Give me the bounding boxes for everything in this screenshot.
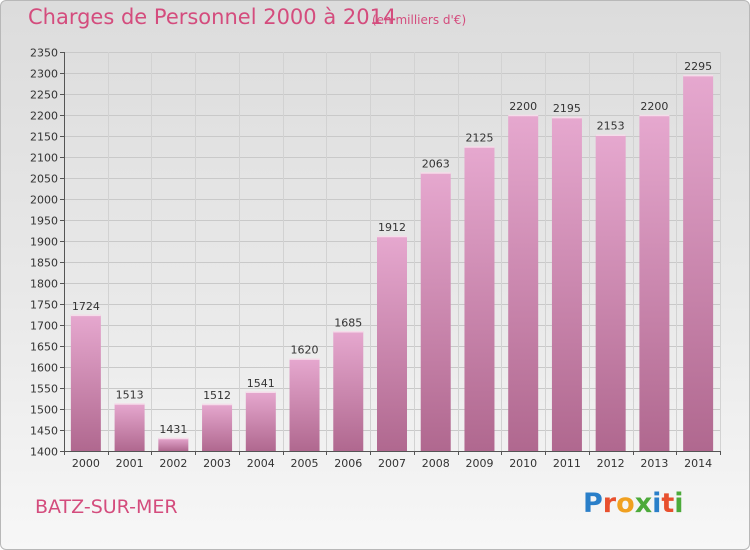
- x-tick-label: 2012: [597, 457, 625, 470]
- x-tick-label: 2006: [334, 457, 362, 470]
- y-tick-label: 1850: [30, 257, 58, 270]
- bar-value-label: 2195: [553, 102, 581, 115]
- x-tick-label: 2009: [465, 457, 493, 470]
- x-tick-label: 2001: [116, 457, 144, 470]
- y-tick-label: 2150: [30, 131, 58, 144]
- x-tick-label: 2000: [72, 457, 100, 470]
- y-tick-label: 1800: [30, 278, 58, 291]
- logo-letter: o: [616, 488, 635, 519]
- x-tick-label: 2003: [203, 457, 231, 470]
- bar: [245, 391, 276, 451]
- y-tick-label: 2300: [30, 68, 58, 81]
- bar-value-label: 1431: [159, 423, 187, 436]
- bar: [464, 146, 495, 451]
- bar: [158, 437, 189, 451]
- y-tick-label: 1450: [30, 425, 58, 438]
- y-tick-label: 1750: [30, 299, 58, 312]
- bar-value-label: 2200: [640, 100, 668, 113]
- x-tick-label: 2013: [640, 457, 668, 470]
- y-tick-label: 2250: [30, 89, 58, 102]
- bar: [377, 235, 407, 451]
- y-tick-label: 1900: [30, 236, 58, 249]
- y-tick-label: 1650: [30, 341, 58, 354]
- bar: [595, 134, 626, 452]
- x-tick-label: 2005: [291, 457, 319, 470]
- bar-value-label: 2200: [509, 100, 537, 113]
- bar: [420, 172, 451, 452]
- bar-value-label: 1685: [334, 316, 362, 329]
- labels: 1400 1450 1500 1550 1600 1650 1700 1750 1800 1850…: [30, 47, 712, 471]
- x-tick-label: 2004: [247, 457, 275, 470]
- bar-value-label: 2125: [465, 132, 493, 145]
- bar: [202, 403, 233, 451]
- city-name: BATZ-SUR-MER: [35, 496, 178, 518]
- y-tick-label: 2100: [30, 152, 58, 165]
- y-tick-label: 1700: [30, 320, 58, 333]
- y-tick-label: 1950: [30, 215, 58, 228]
- y-tick-label: 2350: [30, 47, 58, 60]
- bar: [508, 115, 539, 451]
- y-tick-label: 1500: [30, 404, 58, 417]
- bar-value-label: 1513: [116, 389, 144, 402]
- logo-letter: t: [661, 488, 675, 519]
- chart-title: Charges de Personnel 2000 à 2014: [28, 5, 397, 29]
- bar-value-label: 2063: [422, 158, 450, 171]
- bar-value-label: 1620: [291, 344, 319, 357]
- y-tick-label: 1400: [30, 446, 58, 459]
- bar: [289, 358, 320, 451]
- x-tick-label: 2002: [159, 457, 187, 470]
- bar-value-label: 1912: [378, 221, 406, 234]
- x-tick-label: 2014: [684, 457, 712, 470]
- x-tick-label: 2008: [422, 457, 450, 470]
- y-tick-label: 1550: [30, 383, 58, 396]
- proxiti-logo: Proxiti: [583, 488, 684, 519]
- y-tick-label: 1600: [30, 362, 58, 375]
- bars: [70, 74, 714, 452]
- x-tick-label: 2011: [553, 457, 581, 470]
- bar: [114, 403, 145, 451]
- bar: [70, 314, 101, 451]
- x-tick-label: 2010: [509, 457, 537, 470]
- bar-value-label: 2153: [597, 120, 625, 133]
- bar-value-label: 1541: [247, 377, 275, 390]
- axes: [60, 52, 721, 455]
- bar: [333, 331, 364, 451]
- bar: [639, 115, 670, 451]
- logo-letter: P: [583, 488, 603, 519]
- bar-value-label: 1724: [72, 300, 100, 313]
- logo-letter: i: [652, 488, 662, 519]
- bar-value-label: 1512: [203, 389, 231, 402]
- x-tick-label: 2007: [378, 457, 406, 470]
- logo-letter: x: [634, 488, 653, 519]
- logo-letter: r: [602, 488, 617, 519]
- chart-unit-subtitle: (en milliers d'€): [372, 13, 467, 27]
- bar: [551, 117, 582, 451]
- logo-letter: i: [674, 488, 684, 519]
- y-tick-label: 2050: [30, 173, 58, 186]
- bar-value-label: 2295: [684, 60, 712, 73]
- y-tick-label: 2000: [30, 194, 58, 207]
- bar: [683, 75, 714, 451]
- y-tick-label: 2200: [30, 110, 58, 123]
